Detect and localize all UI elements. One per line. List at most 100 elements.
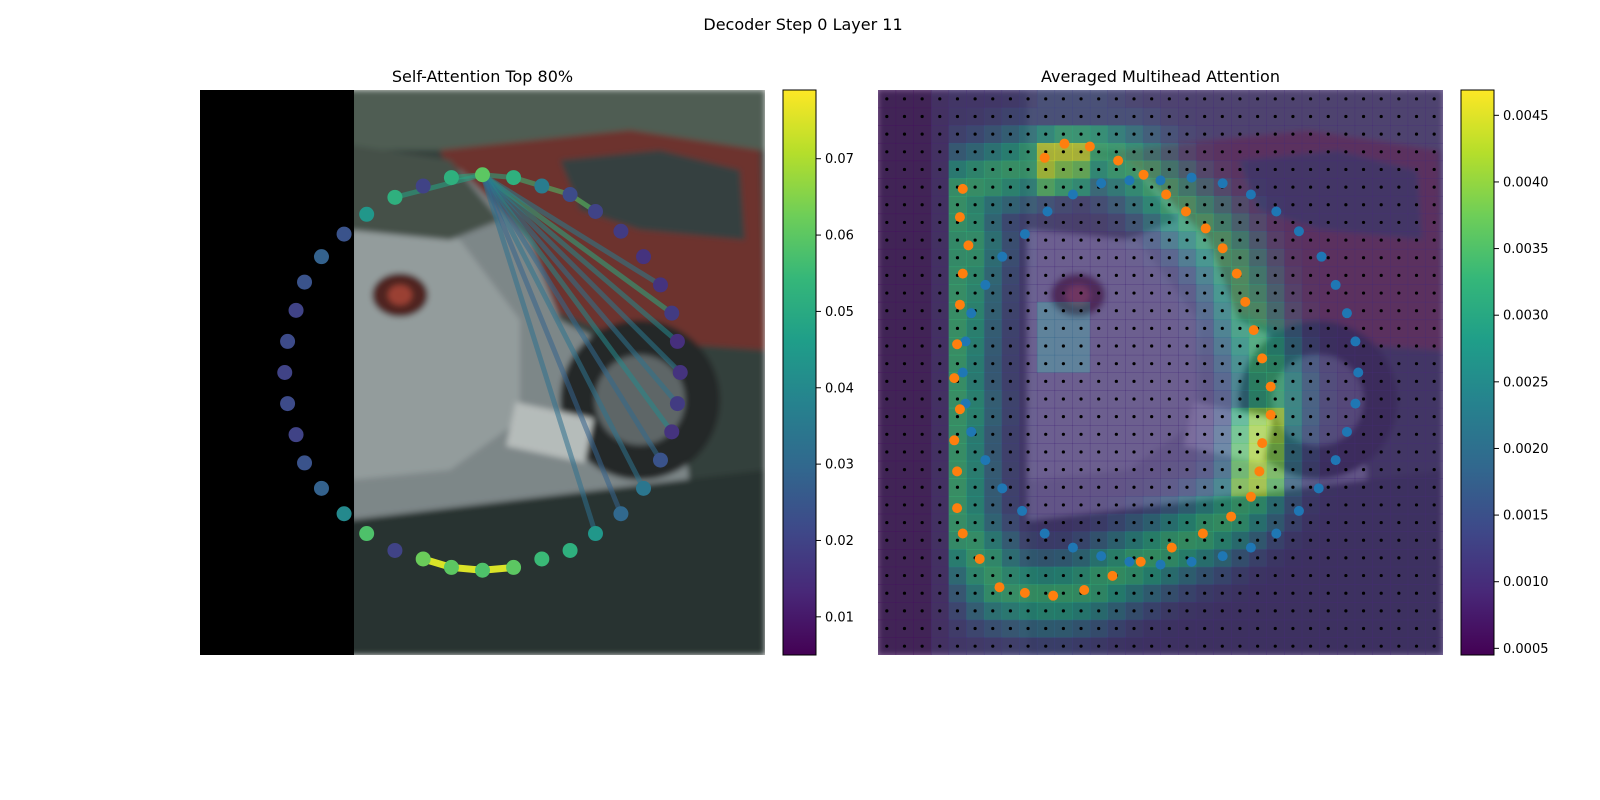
grid-dot <box>973 644 977 648</box>
orange-point <box>1161 189 1172 200</box>
grid-dot <box>1238 326 1242 330</box>
grid-dot <box>1256 132 1260 136</box>
orange-point <box>1079 585 1090 596</box>
grid-dot <box>991 309 995 313</box>
grid-dot <box>1326 520 1330 525</box>
grid-dot <box>1414 397 1419 401</box>
grid-dot <box>1273 362 1277 366</box>
left-photo-background <box>200 90 765 655</box>
grid-dot <box>1220 220 1224 225</box>
grid-dot <box>1397 379 1401 383</box>
grid-dot <box>1044 185 1048 189</box>
grid-dot <box>1220 379 1224 383</box>
grid-dot <box>1008 644 1013 648</box>
grid-dot <box>1044 256 1048 260</box>
attention-point <box>313 249 329 265</box>
attention-edge <box>392 172 485 200</box>
grid-dot <box>1185 344 1189 348</box>
grid-dot <box>885 397 889 401</box>
grid-dot <box>1379 309 1383 313</box>
grid-dot <box>1132 520 1136 525</box>
grid-dot <box>1308 591 1313 595</box>
grid-dot <box>1150 256 1154 260</box>
grid-dot <box>955 167 960 172</box>
grid-dot <box>938 97 942 101</box>
grid-dot <box>955 362 960 366</box>
grid-dot <box>973 626 977 631</box>
grid-dot <box>1079 97 1083 101</box>
blue-point <box>957 367 968 378</box>
grid-dot <box>1256 556 1260 560</box>
grid-dot <box>1256 291 1260 295</box>
grid-dot <box>1344 556 1348 560</box>
colorbar-tick-label: 0.0005 <box>1503 642 1549 657</box>
grid-dot <box>1167 468 1171 472</box>
grid-dot <box>1238 291 1242 295</box>
grid-dot <box>1414 326 1419 330</box>
grid-dot <box>1414 556 1419 560</box>
grid-dot <box>885 291 889 295</box>
grid-dot <box>1326 273 1330 277</box>
blue-point <box>966 426 977 437</box>
grid-dot <box>1167 132 1171 136</box>
grid-dot <box>1432 644 1436 648</box>
grid-dot <box>1185 114 1189 119</box>
blue-point <box>1271 528 1282 539</box>
grid-dot <box>1361 573 1366 578</box>
grid-dot <box>1238 520 1242 525</box>
grid-dot <box>1308 468 1313 472</box>
grid-dot <box>920 520 924 525</box>
attention-point <box>336 226 352 242</box>
grid-dot <box>973 503 977 507</box>
grid-dot <box>1326 609 1330 613</box>
grid-dot <box>1414 432 1419 436</box>
grid-dot <box>902 468 907 472</box>
grid-dot <box>1203 344 1207 348</box>
blue-point <box>1067 542 1078 553</box>
orange-point <box>1240 296 1251 307</box>
colorbar-tick-label: 0.0015 <box>1503 509 1549 524</box>
grid-dot <box>1273 609 1277 613</box>
grid-dot <box>1061 132 1065 136</box>
grid-dot <box>885 167 889 172</box>
grid-dot <box>1044 503 1048 507</box>
orange-point <box>949 373 960 384</box>
grid-dot <box>1185 450 1189 454</box>
grid-dot <box>1291 238 1295 242</box>
grid-dot <box>1308 309 1313 313</box>
blue-point <box>1341 426 1352 437</box>
grid-dot <box>1185 150 1189 154</box>
orange-point <box>957 183 968 194</box>
grid-dot <box>1044 556 1048 560</box>
grid-dot <box>991 97 995 101</box>
grid-dot <box>1220 538 1224 542</box>
grid-dot <box>1203 167 1207 172</box>
orange-point <box>1180 206 1191 217</box>
grid-dot <box>1344 573 1348 578</box>
grid-dot <box>1256 538 1260 542</box>
orange-point <box>1107 570 1118 581</box>
grid-dot <box>938 468 942 472</box>
grid-dot <box>1114 167 1118 172</box>
grid-dot <box>902 132 907 136</box>
grid-dot <box>1079 609 1083 613</box>
grid-dot <box>1326 238 1330 242</box>
grid-dot <box>1273 256 1277 260</box>
attention-point <box>588 203 603 219</box>
grid-dot <box>955 485 960 489</box>
grid-dot <box>1185 397 1189 401</box>
grid-dot <box>1008 432 1013 436</box>
grid-dot <box>1203 397 1207 401</box>
grid-dot <box>885 326 889 330</box>
grid-dot <box>1150 362 1154 366</box>
blue-point <box>997 251 1008 262</box>
blue-point <box>1353 367 1364 378</box>
grid-dot <box>1344 114 1348 119</box>
grid-dot <box>1414 503 1419 507</box>
grid-dot <box>1203 97 1207 101</box>
grid-dot <box>973 238 977 242</box>
grid-dot <box>1326 309 1330 313</box>
grid-dot <box>1185 573 1189 578</box>
blue-point <box>1186 172 1197 183</box>
attention-point <box>415 551 431 567</box>
